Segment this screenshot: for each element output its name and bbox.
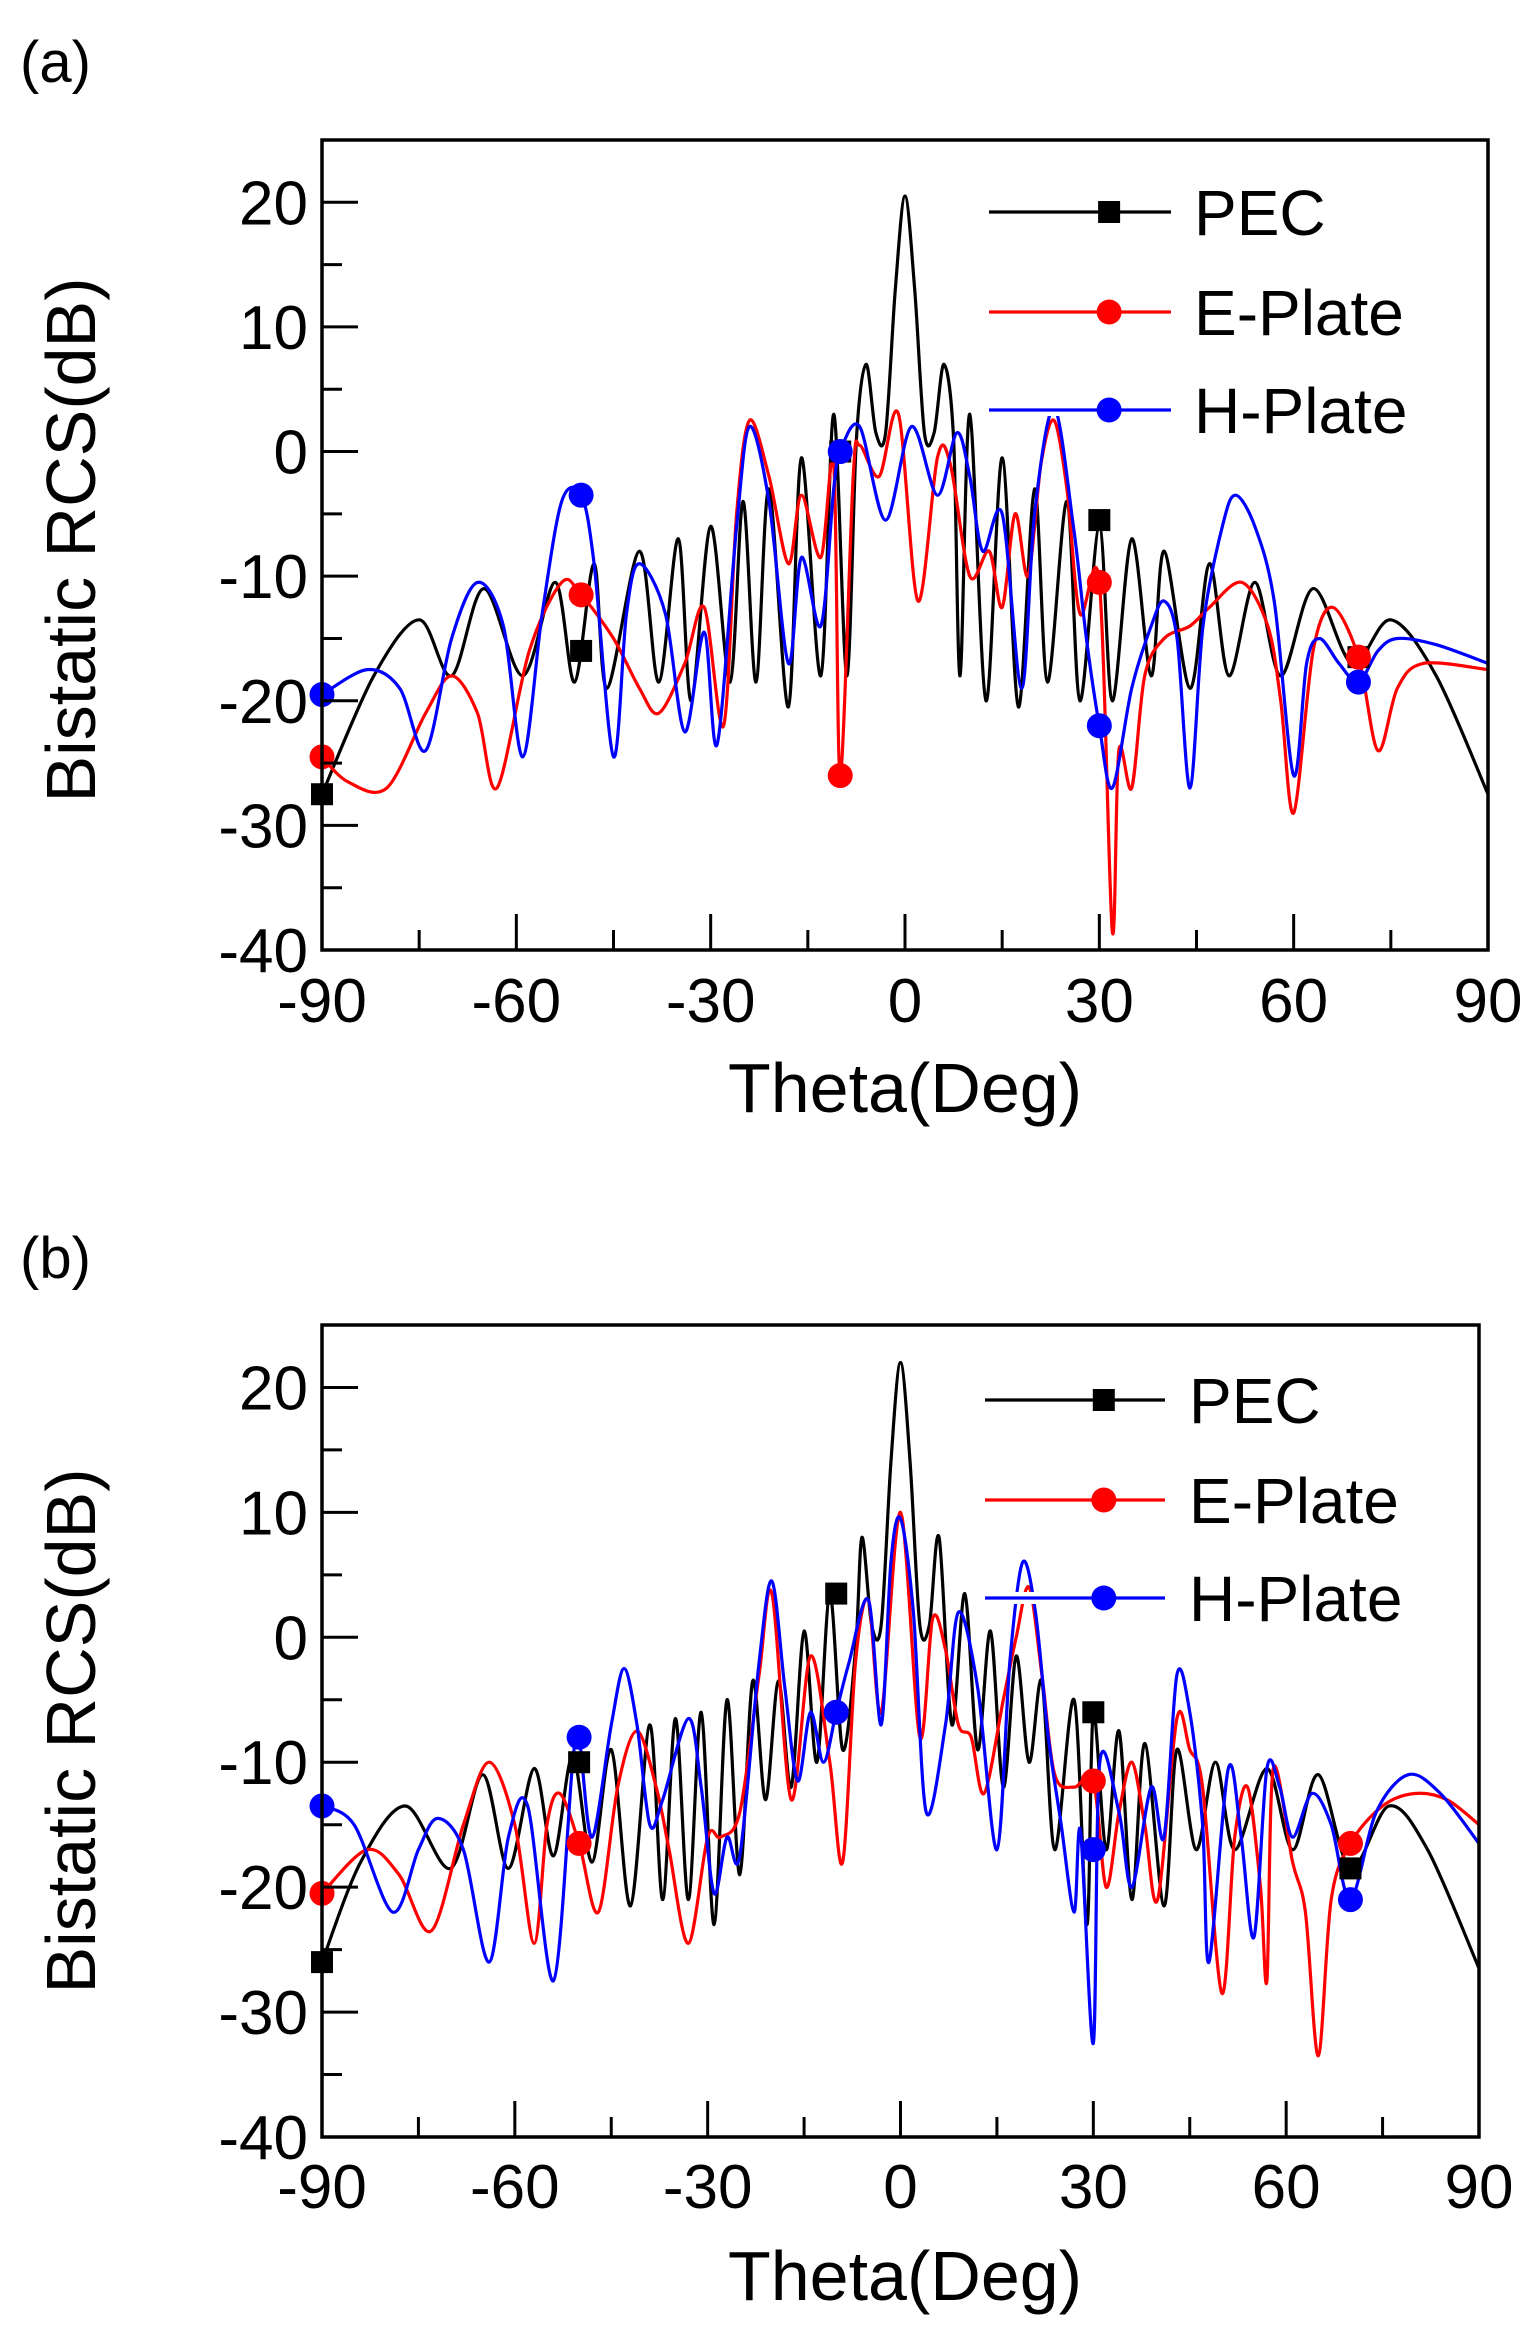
series-h-plate — [322, 406, 1488, 790]
y-axis-title: Bistatic RCS(dB) — [32, 1468, 110, 1993]
data-marker-h-plate — [566, 1724, 592, 1750]
data-marker-e-plate — [566, 1830, 592, 1856]
x-tick-label: -90 — [277, 2153, 367, 2222]
panel-a: (a) -90 -60 -30 0 30 60 90 -40 -30 -20 -10 0 10 20 Thet… — [20, 30, 1522, 1127]
x-tick-label: 60 — [1259, 967, 1328, 1036]
y-tick-label: 0 — [274, 1604, 308, 1673]
series-pec — [322, 194, 1488, 795]
x-tick-label: 60 — [1252, 2153, 1321, 2222]
legend-label: H-Plate — [1189, 1563, 1402, 1635]
panel-label: (b) — [20, 1226, 91, 1291]
y-tick-label: -30 — [218, 1979, 308, 2048]
x-tick-label: 90 — [1454, 967, 1523, 1036]
legend-marker-square-icon — [1092, 1389, 1115, 1411]
x-tick-label: -30 — [663, 2153, 753, 2222]
data-marker-e-plate — [827, 763, 853, 789]
y-tick-label: 10 — [239, 294, 308, 363]
data-marker-pec — [1088, 509, 1111, 532]
x-tick-label: 0 — [888, 967, 922, 1036]
data-marker-pec — [1082, 1701, 1105, 1724]
x-tick-label: -60 — [470, 2153, 560, 2222]
x-tick-label: 90 — [1445, 2153, 1514, 2222]
legend-label: E-Plate — [1189, 1465, 1399, 1537]
data-marker-e-plate — [1080, 1768, 1106, 1794]
legend-marker-circle-icon — [1096, 397, 1122, 423]
data-marker-h-plate — [1086, 713, 1112, 739]
legend-label: PEC — [1189, 1365, 1321, 1437]
legend-marker-circle-icon — [1096, 299, 1122, 325]
x-tick-label: 30 — [1059, 2153, 1128, 2222]
x-axis-title: Theta(Deg) — [728, 1049, 1082, 1127]
data-marker-e-plate — [568, 582, 594, 608]
data-marker-pec — [568, 1751, 591, 1774]
y-tick-label: -30 — [218, 792, 308, 861]
data-marker-e-plate — [1337, 1830, 1363, 1856]
panel-b: (b) -90 -60 -30 0 30 60 90 -40 -30 -20 -10 0 10 20 Thet… — [20, 1226, 1513, 2315]
y-tick-label: 20 — [239, 169, 308, 238]
y-tick-label: 10 — [239, 1479, 308, 1548]
x-tick-label: -30 — [666, 967, 756, 1036]
data-marker-pec — [825, 1582, 848, 1605]
y-tick-label: -10 — [218, 543, 308, 612]
series-line-h-plate — [322, 406, 1488, 790]
data-marker-h-plate — [1345, 669, 1371, 695]
legend-label: H-Plate — [1194, 375, 1407, 447]
data-marker-h-plate — [823, 1699, 849, 1725]
y-tick-label: -20 — [218, 668, 308, 737]
x-tick-label: -90 — [277, 967, 367, 1036]
series-h-plate — [322, 1515, 1479, 2045]
data-marker-h-plate — [1080, 1837, 1106, 1863]
y-tick-label: -40 — [218, 2104, 308, 2173]
data-marker-h-plate — [1337, 1887, 1363, 1913]
x-tick-label: 0 — [883, 2153, 917, 2222]
legend: PEC E-Plate H-Plate — [981, 1365, 1402, 1635]
legend-label: PEC — [1194, 177, 1326, 249]
y-tick-label: 0 — [274, 419, 308, 488]
legend: PEC E-Plate H-Plate — [985, 177, 1407, 447]
series-e-plate — [322, 409, 1488, 936]
y-tick-label: -20 — [218, 1854, 308, 1923]
data-marker-pec — [570, 639, 593, 662]
legend-marker-circle-icon — [1091, 1487, 1117, 1513]
data-marker-h-plate — [568, 482, 594, 508]
series-line-e-plate — [322, 409, 1488, 936]
data-marker-e-plate — [1086, 569, 1112, 595]
data-marker-e-plate — [1345, 644, 1371, 670]
series-line-pec — [322, 194, 1488, 795]
legend-marker-square-icon — [1098, 201, 1121, 223]
series-e-plate — [322, 1510, 1479, 2058]
x-tick-label: 30 — [1065, 967, 1134, 1036]
legend-marker-circle-icon — [1091, 1585, 1117, 1611]
series-line-e-plate — [322, 1510, 1479, 2058]
y-tick-label: -40 — [218, 917, 308, 986]
y-tick-label: 20 — [239, 1354, 308, 1423]
data-marker-pec — [1339, 1857, 1362, 1880]
y-tick-label: -10 — [218, 1729, 308, 1798]
y-axis-title: Bistatic RCS(dB) — [32, 277, 110, 802]
x-tick-label: -60 — [472, 967, 562, 1036]
series-line-h-plate — [322, 1515, 1479, 2045]
data-marker-h-plate — [827, 439, 853, 465]
panel-label: (a) — [20, 30, 91, 95]
x-axis-title: Theta(Deg) — [728, 2237, 1082, 2315]
legend-label: E-Plate — [1194, 277, 1404, 349]
